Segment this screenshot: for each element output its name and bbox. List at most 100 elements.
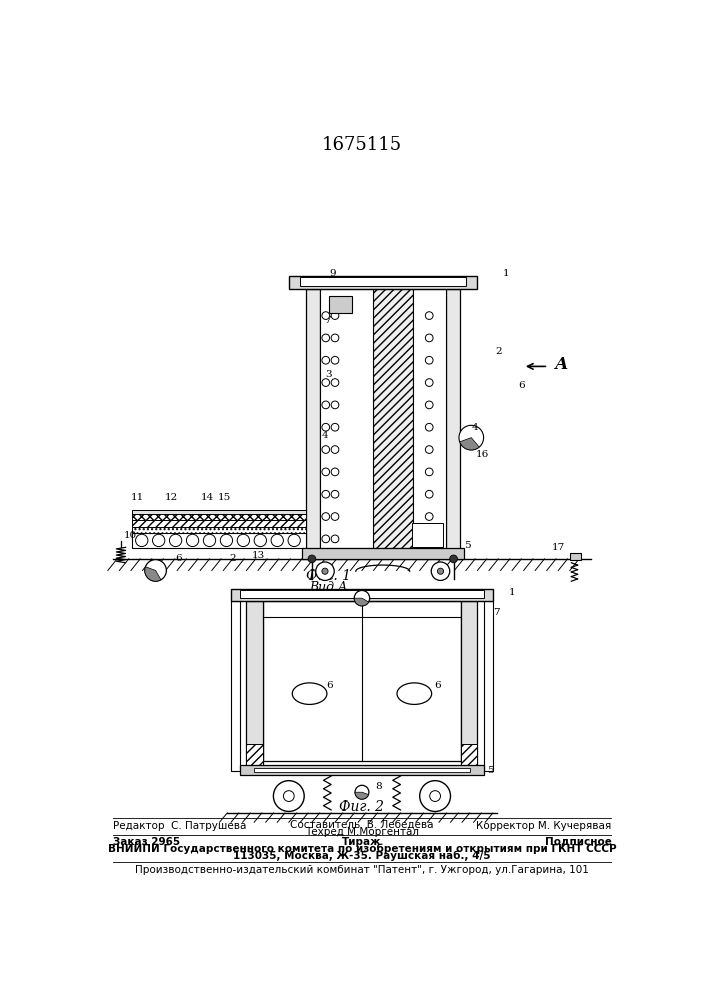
Bar (300, 277, 466, 286)
Text: 7: 7 (372, 277, 378, 286)
Text: 8: 8 (375, 782, 382, 791)
Circle shape (331, 401, 339, 409)
Bar (329, 296, 352, 312)
Circle shape (430, 791, 440, 801)
Bar (460, 744, 477, 771)
Wedge shape (460, 438, 479, 450)
Circle shape (426, 401, 433, 409)
Text: Подписное: Подписное (544, 837, 612, 847)
Text: 6: 6 (327, 681, 333, 690)
Bar (132, 533, 305, 548)
Circle shape (322, 468, 329, 476)
Bar (132, 510, 305, 514)
Circle shape (271, 534, 284, 547)
Text: 2: 2 (229, 554, 236, 563)
Text: 12: 12 (164, 493, 177, 502)
Bar (132, 527, 305, 533)
Circle shape (438, 568, 443, 574)
Circle shape (426, 334, 433, 342)
Circle shape (459, 425, 484, 450)
Ellipse shape (397, 683, 432, 704)
Circle shape (284, 791, 294, 801)
Text: Фиг. 1: Фиг. 1 (306, 569, 351, 583)
Text: 15: 15 (218, 493, 231, 502)
Bar (305, 289, 320, 559)
Circle shape (308, 555, 316, 563)
Text: Фиг. 2: Фиг. 2 (339, 800, 385, 814)
Circle shape (331, 535, 339, 543)
Circle shape (426, 423, 433, 431)
Circle shape (331, 423, 339, 431)
Bar (132, 514, 305, 520)
Bar (302, 548, 464, 559)
Circle shape (331, 446, 339, 453)
Circle shape (331, 379, 339, 386)
Bar (413, 289, 446, 548)
Text: Производственно-издательский комбинат "Патент", г. Ужгород, ул.Гагарина, 101: Производственно-издательский комбинат "П… (135, 865, 589, 875)
Circle shape (322, 535, 329, 543)
Circle shape (426, 490, 433, 498)
Bar (446, 289, 460, 559)
Bar (460, 601, 477, 771)
Circle shape (355, 785, 369, 799)
Bar (247, 601, 264, 771)
Circle shape (145, 560, 166, 581)
Text: А: А (554, 356, 568, 373)
Bar (484, 601, 493, 771)
Text: 11: 11 (132, 493, 144, 502)
Circle shape (331, 468, 339, 476)
Circle shape (331, 334, 339, 342)
Circle shape (288, 534, 300, 547)
Bar (320, 289, 373, 548)
Text: 2: 2 (495, 347, 501, 356)
Circle shape (426, 468, 433, 476)
Circle shape (322, 446, 329, 453)
Bar (231, 589, 493, 601)
Bar (264, 601, 460, 761)
Circle shape (221, 534, 233, 547)
Circle shape (331, 312, 339, 319)
Circle shape (331, 356, 339, 364)
Text: Заказ 2965: Заказ 2965 (113, 837, 180, 847)
Circle shape (322, 490, 329, 498)
Text: 5: 5 (464, 541, 471, 550)
Text: 9: 9 (329, 269, 336, 278)
Wedge shape (145, 567, 161, 581)
Text: Тираж: Тираж (342, 837, 382, 847)
Text: 4: 4 (472, 424, 479, 432)
Text: 3: 3 (325, 370, 332, 379)
Circle shape (450, 555, 457, 563)
Circle shape (426, 312, 433, 319)
Text: 6: 6 (175, 554, 182, 563)
Bar (570, 553, 580, 560)
Bar (254, 768, 469, 772)
Circle shape (274, 781, 304, 811)
Circle shape (420, 781, 450, 811)
Ellipse shape (292, 683, 327, 704)
Text: 7: 7 (493, 608, 500, 617)
Circle shape (426, 535, 433, 543)
Text: ВНИИПИ Государственного комитета по изобретениям и открытиям при ГКНТ СССР: ВНИИПИ Государственного комитета по изоб… (107, 843, 617, 854)
Bar (240, 590, 484, 598)
Bar (240, 765, 484, 774)
Text: 17: 17 (551, 543, 565, 552)
Wedge shape (354, 598, 368, 606)
Circle shape (331, 490, 339, 498)
Circle shape (322, 513, 329, 520)
Circle shape (136, 534, 148, 547)
Circle shape (322, 334, 329, 342)
Text: 113035, Москва, Ж-35. Раушская наб., 4/5: 113035, Москва, Ж-35. Раушская наб., 4/5 (233, 851, 491, 861)
Text: 6: 6 (518, 381, 525, 390)
Circle shape (322, 356, 329, 364)
Circle shape (322, 312, 329, 319)
Text: 10: 10 (124, 531, 137, 540)
Text: 13: 13 (252, 551, 264, 560)
Circle shape (254, 534, 267, 547)
Bar (231, 601, 240, 771)
Text: 14: 14 (201, 493, 214, 502)
Circle shape (238, 534, 250, 547)
Text: Составитель  В. Лебедева: Составитель В. Лебедева (290, 820, 433, 830)
Circle shape (431, 562, 450, 580)
Text: 4: 4 (322, 431, 328, 440)
Circle shape (426, 356, 433, 364)
